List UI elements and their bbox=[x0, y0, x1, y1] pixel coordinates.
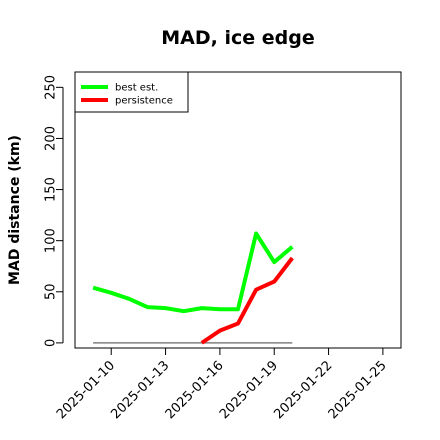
series-layer bbox=[92, 231, 294, 345]
legend-label: best est. bbox=[115, 83, 158, 94]
x-axis: 2025-01-102025-01-132025-01-162025-01-19… bbox=[54, 347, 390, 422]
y-tick-label: 0 bbox=[44, 339, 59, 347]
legend-box bbox=[74, 71, 189, 113]
y-axis: 0 50 100 150 200 250 bbox=[44, 75, 64, 347]
y-tick-label: 200 bbox=[44, 126, 59, 151]
y-tick-label: 100 bbox=[44, 228, 59, 253]
legend-label: persistence bbox=[115, 96, 173, 107]
x-tick-label: 2025-01-25 bbox=[326, 358, 390, 422]
chart-title: MAD, ice edge bbox=[161, 27, 314, 49]
legend: best est. persistence bbox=[74, 71, 189, 113]
y-tick-label: 150 bbox=[44, 177, 59, 202]
y-axis-label: MAD distance (km) bbox=[7, 135, 23, 285]
series-line-best-est bbox=[92, 231, 294, 314]
y-tick-label: 50 bbox=[44, 284, 59, 301]
y-tick-label: 250 bbox=[44, 75, 59, 100]
series-line-persistence bbox=[200, 256, 294, 345]
